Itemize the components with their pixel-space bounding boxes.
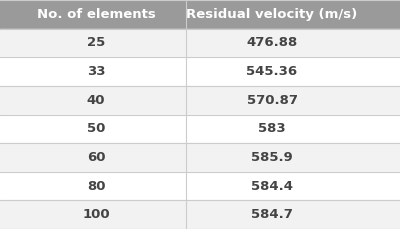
Text: 25: 25 [87, 36, 105, 49]
Text: 33: 33 [87, 65, 105, 78]
Bar [0, 114, 400, 143]
Text: 584.7: 584.7 [251, 208, 293, 221]
Text: Residual velocity (m/s): Residual velocity (m/s) [186, 8, 358, 21]
Text: 585.9: 585.9 [251, 151, 293, 164]
Bar [0, 143, 400, 172]
Bar [0, 200, 400, 229]
Text: 583: 583 [258, 122, 286, 135]
Text: 60: 60 [87, 151, 105, 164]
Bar [0, 86, 400, 114]
Bar [0, 0, 400, 29]
Text: 100: 100 [82, 208, 110, 221]
Text: No. of elements: No. of elements [37, 8, 155, 21]
Text: 40: 40 [87, 94, 105, 107]
Bar [0, 172, 400, 200]
Bar [0, 57, 400, 86]
Text: 50: 50 [87, 122, 105, 135]
Bar [0, 29, 400, 57]
Text: 570.87: 570.87 [246, 94, 298, 107]
Text: 584.4: 584.4 [251, 180, 293, 193]
Text: 80: 80 [87, 180, 105, 193]
Text: 476.88: 476.88 [246, 36, 298, 49]
Text: 545.36: 545.36 [246, 65, 298, 78]
